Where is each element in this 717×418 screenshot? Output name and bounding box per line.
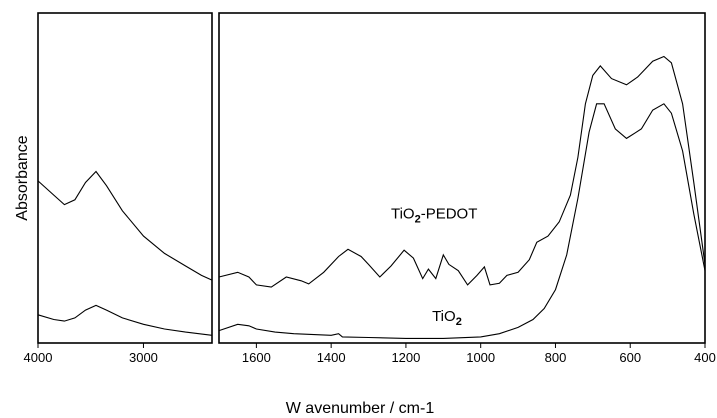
series-0-left-line bbox=[37, 170, 213, 281]
right-panel-frame bbox=[218, 12, 706, 344]
series-1-label: TiO2 bbox=[432, 308, 462, 328]
x-tick-label: 3000 bbox=[129, 350, 158, 365]
series-curves bbox=[37, 55, 706, 339]
x-axis-title: W avenumber / cm-1 bbox=[286, 400, 435, 417]
left-panel-frame bbox=[37, 12, 213, 344]
series-1-left-line bbox=[37, 304, 213, 336]
y-axis-title: Absorbance bbox=[14, 135, 31, 220]
series-0-right-line bbox=[218, 55, 706, 288]
x-tick-label: 1600 bbox=[242, 350, 271, 365]
x-tick-label: 800 bbox=[545, 350, 567, 365]
series-0-label: TiO2-PEDOT bbox=[391, 206, 477, 226]
x-tick-label: 1000 bbox=[466, 350, 495, 365]
x-tick-label: 400 bbox=[694, 350, 716, 365]
series-1-right-line bbox=[218, 103, 706, 339]
x-axis-ticks: 4000 3000 1600 1400 1200 1000 800 600 400 bbox=[24, 343, 716, 365]
series-labels: TiO2-PEDOT TiO2 bbox=[391, 206, 477, 328]
x-tick-label: 600 bbox=[619, 350, 641, 365]
x-tick-label: 1200 bbox=[391, 350, 420, 365]
x-tick-label: 1400 bbox=[317, 350, 346, 365]
x-tick-label: 4000 bbox=[24, 350, 53, 365]
